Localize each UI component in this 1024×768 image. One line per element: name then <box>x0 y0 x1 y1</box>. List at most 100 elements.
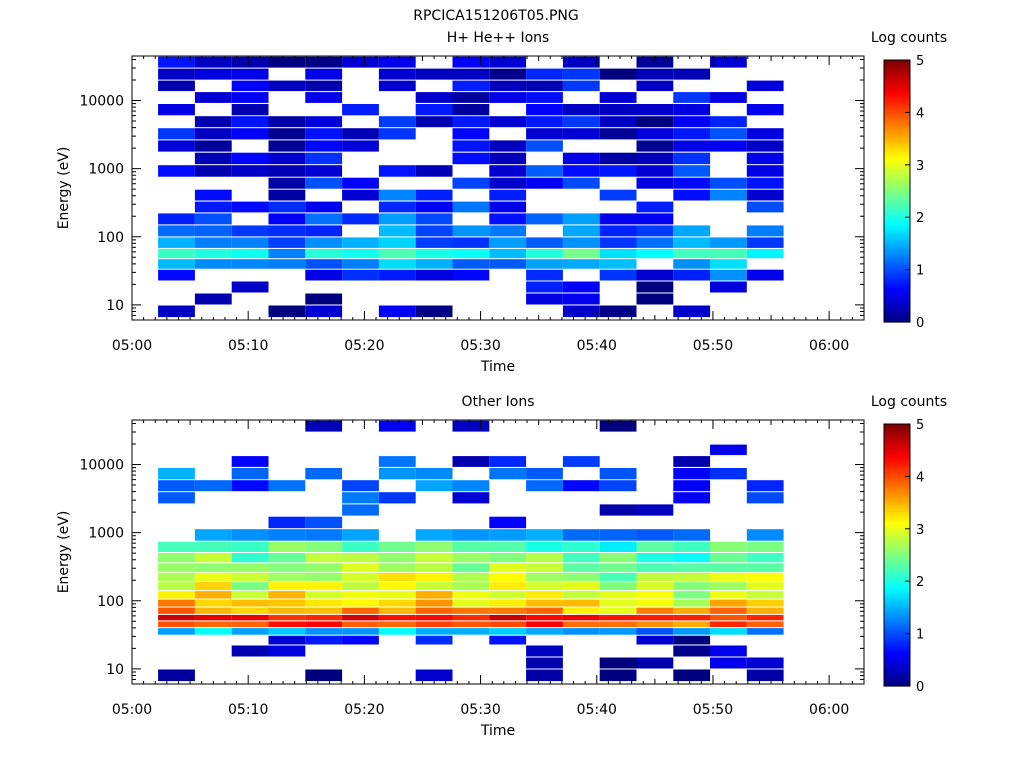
colorbar-swatch <box>884 683 910 687</box>
heatmap-cell <box>305 293 343 305</box>
colorbar-swatch <box>884 297 910 301</box>
heatmap-cell <box>599 480 637 492</box>
colorbar-swatch <box>884 579 910 582</box>
heatmap-cell <box>526 628 563 635</box>
heatmap-cell <box>489 563 527 572</box>
heatmap-cell <box>231 614 269 621</box>
heatmap-cell <box>378 305 416 318</box>
heatmap-cell <box>526 92 563 103</box>
heatmap-cell <box>562 591 600 599</box>
heatmap-cell <box>562 628 600 635</box>
heatmap-cell <box>305 177 343 189</box>
heatmap-cell <box>305 140 343 152</box>
colorbar-swatch <box>884 524 910 528</box>
colorbar-swatch <box>884 88 910 92</box>
colorbar-tick-label: 0 <box>916 680 924 695</box>
heatmap-cell <box>673 128 711 140</box>
heatmap-cell <box>636 80 674 92</box>
heatmap-cell <box>158 225 195 237</box>
colorbar-swatch <box>884 317 910 321</box>
colorbar-swatch <box>884 655 910 659</box>
y-tick-label: 100 <box>97 230 124 246</box>
heatmap-cell <box>562 248 600 259</box>
heatmap-cell <box>305 305 343 318</box>
colorbar-tick-label: 0 <box>916 316 924 331</box>
heatmap-cell <box>158 165 195 177</box>
heatmap-cell <box>746 614 784 621</box>
colorbar-swatch <box>884 592 910 595</box>
heatmap-cell <box>526 259 563 269</box>
colorbar-swatch <box>884 123 910 127</box>
colorbar-swatch <box>884 528 910 532</box>
heatmap-cell <box>268 480 306 492</box>
heatmap-cell <box>746 177 784 189</box>
colorbar-swatch <box>884 291 910 295</box>
heatmap-cell <box>305 92 343 103</box>
colorbar-swatch <box>884 284 910 288</box>
heatmap-cell <box>342 56 379 68</box>
heatmap-cell <box>415 213 453 225</box>
heatmap-cell <box>268 248 306 259</box>
heatmap-cell <box>562 607 600 614</box>
heatmap-cell <box>562 177 600 189</box>
heatmap-cell <box>342 529 379 541</box>
heatmap-cell <box>268 152 306 165</box>
colorbar-swatch <box>884 622 910 626</box>
heatmap-cell <box>452 177 490 189</box>
colorbar-swatch <box>884 594 910 598</box>
heatmap-cell <box>452 225 490 237</box>
colorbar-swatch <box>884 631 910 635</box>
heatmap-cell <box>562 614 600 621</box>
x-tick-label: 05:20 <box>344 702 384 718</box>
colorbar-swatch <box>884 252 910 255</box>
heatmap-cell <box>305 628 343 635</box>
x-tick-label: 05:00 <box>112 338 152 354</box>
heatmap-cell <box>268 628 306 635</box>
heatmap-cell <box>599 213 637 225</box>
heatmap-cell <box>231 237 269 248</box>
heatmap-cell <box>268 201 306 213</box>
colorbar-swatch <box>884 99 910 103</box>
heatmap-cell <box>158 480 195 492</box>
heatmap-cell <box>489 237 527 248</box>
heatmap-cell <box>378 56 416 68</box>
colorbar-frame <box>883 423 911 687</box>
heatmap-cell <box>599 541 637 552</box>
colorbar-swatch <box>884 221 910 225</box>
colorbar-swatch <box>884 502 910 506</box>
heatmap-cell <box>158 104 195 116</box>
heatmap-cell <box>746 189 784 201</box>
heatmap-cell <box>673 563 711 572</box>
heatmap-cell <box>599 504 637 516</box>
heatmap-cell <box>268 582 306 591</box>
heatmap-cell <box>489 628 527 635</box>
heatmap-cell <box>415 553 453 563</box>
colorbar-swatch <box>884 511 910 515</box>
colorbar-swatch <box>884 539 910 543</box>
colorbar-swatch <box>884 158 910 162</box>
colorbar-swatch <box>884 278 910 282</box>
heatmap-cell <box>636 614 674 621</box>
heatmap-cell <box>562 56 600 68</box>
heatmap-cell <box>489 68 527 80</box>
colorbar-tick-label: 3 <box>916 523 924 538</box>
heatmap-cell <box>305 614 343 621</box>
heatmap-cell <box>746 553 784 563</box>
colorbar-swatch <box>884 236 910 240</box>
heatmap-cell <box>562 281 600 293</box>
heatmap-cell <box>710 259 747 269</box>
heatmap-cell <box>526 599 563 607</box>
heatmap-cell <box>194 165 232 177</box>
heatmap-cell <box>562 621 600 628</box>
heatmap-cell <box>526 165 563 177</box>
colorbar-swatch <box>884 282 910 286</box>
colorbar-swatch <box>884 557 910 560</box>
heatmap-cell <box>562 599 600 607</box>
colorbar-swatch <box>884 311 910 314</box>
heatmap-cell <box>710 177 747 189</box>
colorbar-swatch <box>884 186 910 190</box>
colorbar-swatch <box>884 537 910 541</box>
colorbar-label: Log counts <box>871 30 947 46</box>
heatmap-cell <box>378 456 416 467</box>
